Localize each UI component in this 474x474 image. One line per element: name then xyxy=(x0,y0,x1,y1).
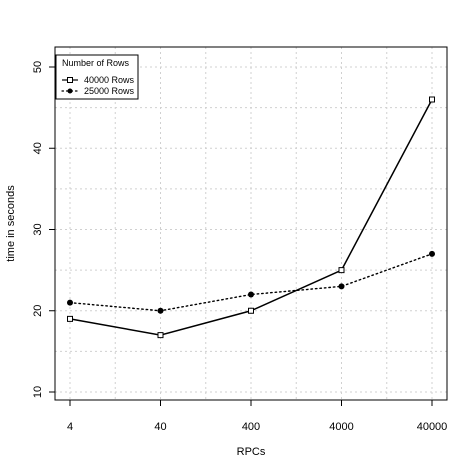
data-point xyxy=(429,96,435,103)
y-tick-label: 40 xyxy=(32,142,44,154)
y-tick-label: 50 xyxy=(32,61,44,73)
legend-entry: 40000 Rows xyxy=(62,75,135,85)
data-point xyxy=(248,291,254,298)
x-axis: 4 40 400 4000 40000 xyxy=(67,400,447,433)
data-point xyxy=(248,307,254,314)
data-point xyxy=(157,332,164,339)
data-point xyxy=(157,307,164,314)
x-tick-label: 40000 xyxy=(417,421,448,433)
data-point xyxy=(67,315,73,322)
y-tick-label: 30 xyxy=(32,223,44,235)
x-tick-label: 40 xyxy=(154,421,166,433)
x-tick-label: 4 xyxy=(67,421,73,433)
grid xyxy=(55,47,447,400)
y-axis-title: time in seconds xyxy=(5,185,17,262)
series-2 xyxy=(67,250,435,314)
y-tick-label: 10 xyxy=(32,386,44,398)
y-axis: 10 20 30 40 50 xyxy=(32,61,55,398)
data-point xyxy=(338,283,345,290)
legend-label: 40000 Rows xyxy=(84,75,135,85)
data-point xyxy=(429,250,435,257)
legend-title: Number of Rows xyxy=(62,58,130,68)
series-1 xyxy=(67,96,435,339)
x-tick-label: 4000 xyxy=(329,421,353,433)
x-axis-title: RPCs xyxy=(237,446,266,458)
data-point xyxy=(338,267,345,274)
legend-marker xyxy=(67,77,73,83)
series-line xyxy=(69,253,433,312)
y-tick-label: 20 xyxy=(32,305,44,317)
legend-marker xyxy=(67,88,73,94)
x-tick-label: 400 xyxy=(242,421,260,433)
series-layer xyxy=(67,96,435,339)
legend-label: 25000 Rows xyxy=(84,86,135,96)
data-point xyxy=(67,299,73,306)
legend-entry: 25000 Rows xyxy=(61,86,135,96)
